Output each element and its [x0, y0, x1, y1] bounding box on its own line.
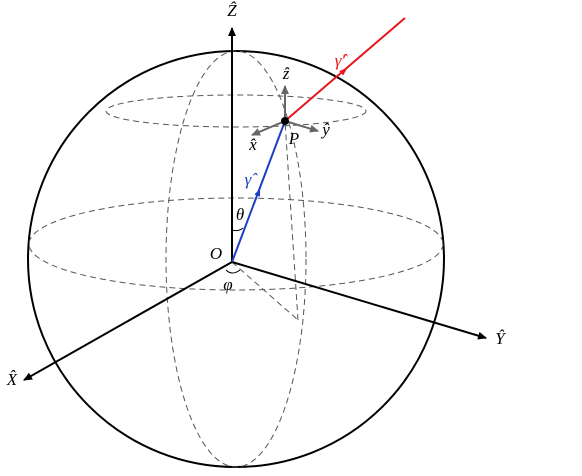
axes	[23, 27, 487, 381]
z-axis-label: Ẑ	[227, 1, 237, 20]
gamma-vector	[231, 120, 286, 263]
gamma-prime-label: γ̂′	[335, 51, 349, 70]
local-x-label: x̂	[248, 135, 257, 154]
gamma-label: γ̂	[245, 170, 259, 189]
x-axis-label: X̂	[6, 370, 18, 389]
sphere	[27, 50, 445, 468]
local-z-label: ẑ	[282, 64, 290, 83]
phi-label: φ	[223, 275, 232, 294]
origin-label: O	[210, 244, 222, 263]
phi-arc	[225, 269, 241, 274]
theta-arc	[231, 227, 244, 232]
theta-label: θ	[236, 205, 244, 224]
local-y-label: ŷ	[320, 120, 330, 139]
point-p	[281, 117, 289, 125]
local-axes	[251, 85, 319, 136]
point-label: P	[288, 129, 299, 148]
y-axis-label: Ŷ	[495, 329, 506, 348]
